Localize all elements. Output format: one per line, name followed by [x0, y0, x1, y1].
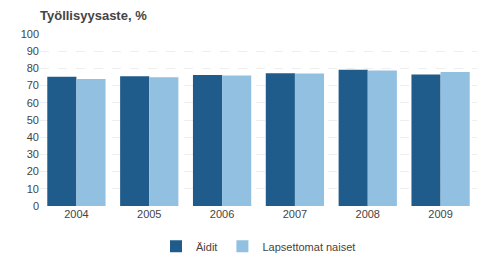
svg-text:Lapsettomat naiset: Lapsettomat naiset: [262, 241, 355, 253]
svg-text:10: 10: [27, 183, 39, 195]
svg-text:40: 40: [27, 131, 39, 143]
svg-text:70: 70: [27, 79, 39, 91]
svg-text:20: 20: [27, 165, 39, 177]
svg-text:50: 50: [27, 114, 39, 126]
svg-text:2006: 2006: [210, 208, 234, 220]
svg-text:60: 60: [27, 97, 39, 109]
svg-text:2007: 2007: [283, 208, 307, 220]
svg-text:2009: 2009: [428, 208, 452, 220]
svg-text:Äidit: Äidit: [196, 241, 217, 253]
svg-text:30: 30: [27, 148, 39, 160]
svg-text:Työllisyysaste, %: Työllisyysaste, %: [40, 8, 147, 23]
svg-text:2008: 2008: [356, 208, 380, 220]
svg-text:90: 90: [27, 45, 39, 57]
svg-text:80: 80: [27, 62, 39, 74]
svg-text:0: 0: [33, 200, 39, 212]
svg-text:2004: 2004: [64, 208, 88, 220]
svg-text:2005: 2005: [137, 208, 161, 220]
svg-text:100: 100: [21, 28, 39, 40]
